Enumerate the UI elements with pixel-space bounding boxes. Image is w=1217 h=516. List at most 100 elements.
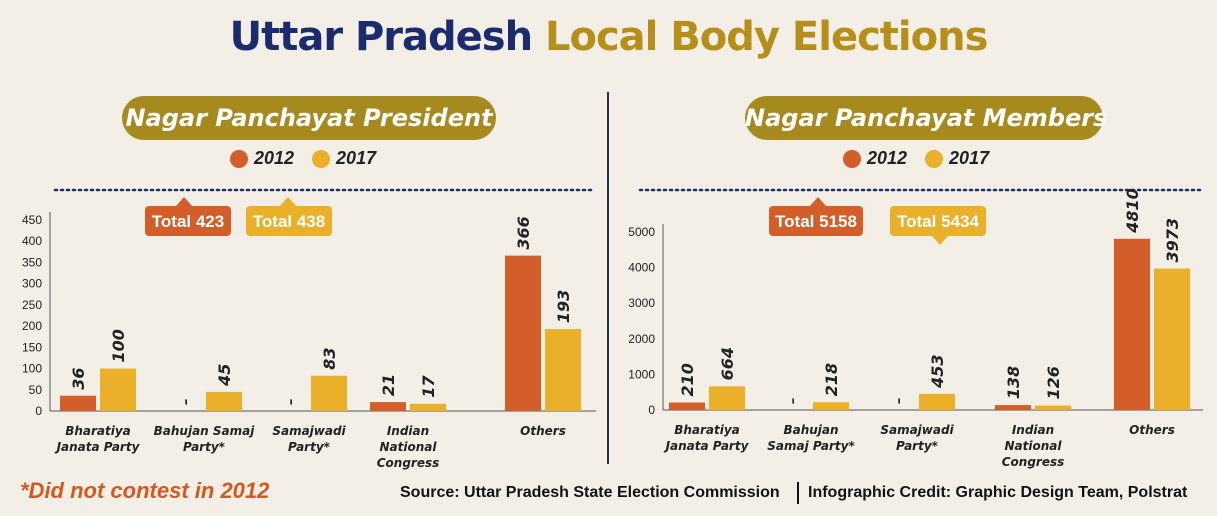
y-tick-label: 1000 [628, 367, 655, 381]
data-label: 21 [379, 374, 398, 396]
category-label: Samajwadi [272, 424, 346, 438]
data-label: 45 [215, 364, 234, 387]
data-label: 366 [514, 216, 533, 249]
bar-2017 [545, 329, 581, 411]
title-part-2: Local Body Elections [545, 14, 988, 60]
data-label: 126 [1044, 366, 1063, 399]
total-callout-arrow [810, 197, 826, 206]
bar-2012 [1114, 238, 1150, 410]
legend-label-2017: 2017 [949, 148, 990, 168]
data-label: 664 [718, 347, 737, 380]
bar-2017 [1035, 405, 1071, 410]
chart-legend: 2012 2017 [230, 148, 376, 169]
bar-2017 [206, 391, 242, 411]
data-label: – [786, 398, 801, 405]
category-label: Indian [387, 424, 429, 438]
data-label: 3973 [1163, 218, 1182, 263]
credit-text: Infographic Credit: Graphic Design Team,… [808, 484, 1188, 501]
total-callout-arrow [932, 236, 948, 245]
data-label: 4810 [1123, 188, 1142, 234]
category-label: Indian [1012, 423, 1054, 437]
source-text: Source: Uttar Pradesh State Election Com… [400, 484, 780, 501]
category-label: Samajwadi [880, 423, 954, 437]
chart-panel-members: Nagar Panchayat Members 2012 2017 Total … [617, 92, 1217, 472]
category-label: National [380, 440, 438, 454]
legend-swatch-2017 [312, 149, 331, 168]
data-label: 453 [928, 354, 947, 388]
data-label: – [179, 399, 194, 406]
y-tick-label: 50 [29, 383, 43, 397]
data-label: 36 [69, 367, 88, 389]
data-label: 138 [1004, 366, 1023, 399]
total-callout-box [769, 206, 863, 236]
category-label: Others [520, 424, 566, 438]
category-label: National [1005, 439, 1063, 453]
bar-2012 [505, 255, 541, 411]
data-label: – [284, 399, 299, 406]
category-label: Congress [377, 456, 440, 470]
category-label: Party* [183, 440, 226, 454]
legend-swatch-2012 [843, 149, 861, 168]
bar-2012 [370, 402, 406, 411]
y-tick-label: 400 [22, 234, 42, 248]
chart-panel-president: Nagar Panchayat President 2012 2017 Tota… [0, 92, 600, 472]
bar-2017 [311, 375, 347, 411]
total-callout-box [246, 206, 332, 236]
bar-2012 [995, 405, 1031, 410]
data-label: 218 [822, 363, 841, 396]
total-callout-label: Total 423 [152, 212, 224, 231]
legend-label-2017: 2017 [336, 148, 377, 168]
legend-label-2012: 2012 [867, 148, 908, 168]
y-tick-label: 250 [22, 298, 42, 312]
y-tick-label: 0 [648, 403, 655, 417]
category-label: Bharatiya [674, 423, 740, 437]
data-label: 193 [554, 290, 573, 323]
bar-chart-members: Total 5158 Total 5434 0 1000 2000 3000 4000 500… [628, 188, 1203, 469]
y-tick-label: 2000 [628, 332, 655, 346]
category-label: Bahujan [783, 423, 838, 437]
data-label: 210 [678, 363, 697, 396]
chart-title-pill: Nagar Panchayat President [122, 96, 496, 140]
y-tick-label: 0 [35, 404, 42, 418]
bar-2017 [813, 402, 849, 410]
data-label: 83 [320, 348, 339, 370]
title-part-1: Uttar Pradesh [229, 14, 533, 60]
bar-2017 [709, 386, 745, 410]
chart-title-pill: Nagar Panchayat Members [745, 96, 1107, 140]
category-label: Party* [896, 439, 939, 453]
panel-divider [607, 92, 609, 464]
total-callout-label: Total 5158 [775, 212, 857, 231]
bar-chart-president: Total 423 Total 438 0 50 100 150 200 250 300 350 4… [22, 188, 597, 470]
bar-2017 [1154, 268, 1190, 410]
y-tick-label: 3000 [628, 296, 655, 310]
y-tick-label: 450 [22, 213, 42, 227]
legend-label-2012: 2012 [254, 148, 295, 168]
data-label: 100 [109, 329, 128, 362]
bar-2012 [60, 395, 96, 411]
total-callout-label: Total 438 [253, 212, 325, 231]
category-label: Samaj Party* [767, 439, 855, 453]
y-tick-label: 350 [22, 255, 42, 269]
y-tick-label: 100 [22, 362, 42, 376]
category-label: Janata Party [55, 440, 141, 454]
category-label: Others [1129, 423, 1175, 437]
category-label: Bharatiya [65, 424, 131, 438]
legend-swatch-2012 [230, 149, 248, 168]
chart-legend: 2012 2017 [843, 148, 989, 169]
data-label: 17 [419, 375, 438, 398]
bar-2012 [669, 402, 705, 410]
category-label: Bahujan Samaj [154, 424, 256, 438]
bar-2017 [410, 403, 446, 411]
y-tick-label: 200 [22, 319, 42, 333]
bar-2017 [919, 393, 955, 410]
total-callout-arrow [176, 197, 192, 206]
total-callout-arrow [280, 197, 296, 206]
y-tick-label: 4000 [628, 261, 655, 275]
y-tick-label: 300 [22, 277, 42, 291]
footnote: *Did not contest in 2012 [20, 478, 270, 503]
y-tick-label: 5000 [628, 225, 655, 239]
total-callout-box [890, 206, 986, 236]
legend-swatch-2017 [925, 149, 944, 168]
category-label: Party* [288, 440, 331, 454]
footer-separator [797, 482, 799, 504]
